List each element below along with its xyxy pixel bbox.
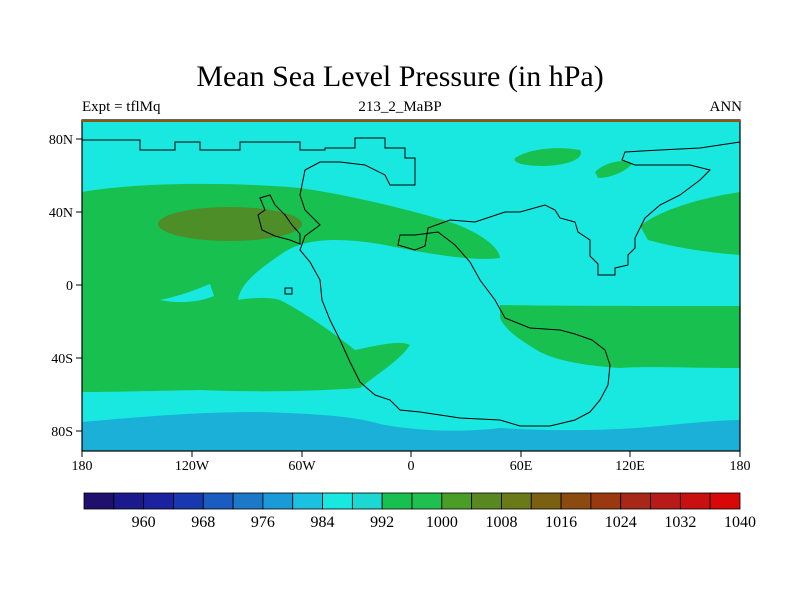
nh-high-belt-east [640, 192, 740, 255]
period-label: 213_2_MaBP [358, 99, 442, 115]
colorbar-swatch [381, 492, 413, 510]
lon-tick-label: 0 [408, 459, 415, 474]
southern-ocean-low [82, 412, 740, 451]
colorbar-label: 984 [311, 514, 335, 531]
colorbar-label: 1008 [485, 514, 517, 531]
colorbar-swatch [173, 492, 204, 510]
lon-tick-label: 60E [510, 459, 533, 474]
lat-tick-label: 40S [51, 352, 73, 367]
lon-tick: 180 [72, 451, 93, 474]
colorbar: 960 968 976 984 992 1000 1008 1016 1024 1032 1040 [83, 492, 756, 531]
lon-tick: 0 [408, 451, 415, 474]
lat-tick-label: 80S [51, 425, 73, 440]
colorbar-swatch [560, 492, 592, 510]
longitude-axis: 180 120W 60W 0 60E 120E 180 [72, 451, 751, 474]
pacific-high-core [158, 207, 302, 241]
season-label: ANN [709, 99, 743, 115]
colorbar-swatch [620, 492, 651, 510]
colorbar-label: 1032 [664, 514, 696, 531]
colorbar-swatch [590, 492, 622, 510]
colorbar-swatch [679, 492, 711, 510]
lat-tick: 80S [51, 425, 82, 440]
colorbar-swatch [530, 492, 562, 510]
latitude-axis: 80N 40N 0 40S 80S [49, 133, 82, 440]
lat-tick: 40N [49, 206, 82, 221]
lon-tick: 120W [175, 451, 210, 474]
coastline-islet [284, 287, 293, 295]
lat-tick-label: 0 [66, 279, 73, 294]
colorbar-swatch [709, 492, 741, 510]
sh-high-belt-east [500, 305, 740, 368]
colorbar-label: 1016 [545, 514, 577, 531]
colorbar-swatch [83, 492, 115, 510]
map-title: Mean Sea Level Pressure (in hPa) [196, 60, 604, 93]
colorbar-swatch [471, 492, 502, 510]
lon-tick-label: 180 [72, 459, 93, 474]
lon-tick: 60W [288, 451, 316, 474]
colorbar-label: 960 [132, 514, 156, 531]
arctic-high-patch [514, 148, 581, 166]
arctic-high-patch-east [595, 161, 632, 178]
lat-tick: 0 [66, 279, 82, 294]
nh-belt-western-bulge [160, 284, 214, 303]
lon-tick-label: 60W [288, 459, 316, 474]
coastline-island [257, 194, 301, 245]
lon-tick: 60E [510, 451, 533, 474]
colorbar-label: 976 [251, 514, 275, 531]
colorbar-swatch [411, 492, 443, 510]
colorbar-label: 1040 [724, 514, 756, 531]
colorbar-swatch [322, 492, 353, 510]
colorbar-swatch [113, 492, 145, 510]
colorbar-swatch [232, 492, 264, 510]
colorbar-swatch [501, 492, 532, 510]
experiment-label: Expt = tflMq [82, 99, 161, 115]
lon-tick-label: 120E [615, 459, 645, 474]
colorbar-swatch [441, 492, 473, 510]
lon-tick: 120E [615, 451, 645, 474]
colorbar-swatch [351, 492, 383, 510]
colorbar-label: 992 [370, 514, 394, 531]
colorbar-label: 1000 [426, 514, 458, 531]
lat-tick-label: 80N [49, 133, 73, 148]
colorbar-label: 1024 [605, 514, 637, 531]
lon-tick-label: 120W [175, 459, 210, 474]
lat-tick: 80N [49, 133, 82, 148]
colorbar-swatch [292, 492, 323, 510]
coastline [82, 137, 740, 427]
lat-tick-label: 40N [49, 206, 73, 221]
lon-tick: 180 [730, 451, 751, 474]
colorbar-swatch [143, 492, 174, 510]
colorbar-swatch [202, 492, 234, 510]
lon-tick-label: 180 [730, 459, 751, 474]
colorbar-swatch [262, 492, 294, 510]
sh-high-belt [82, 297, 410, 392]
pressure-field [82, 120, 740, 451]
colorbar-swatch [650, 492, 681, 510]
lat-tick: 40S [51, 352, 82, 367]
colorbar-label: 968 [191, 514, 215, 531]
